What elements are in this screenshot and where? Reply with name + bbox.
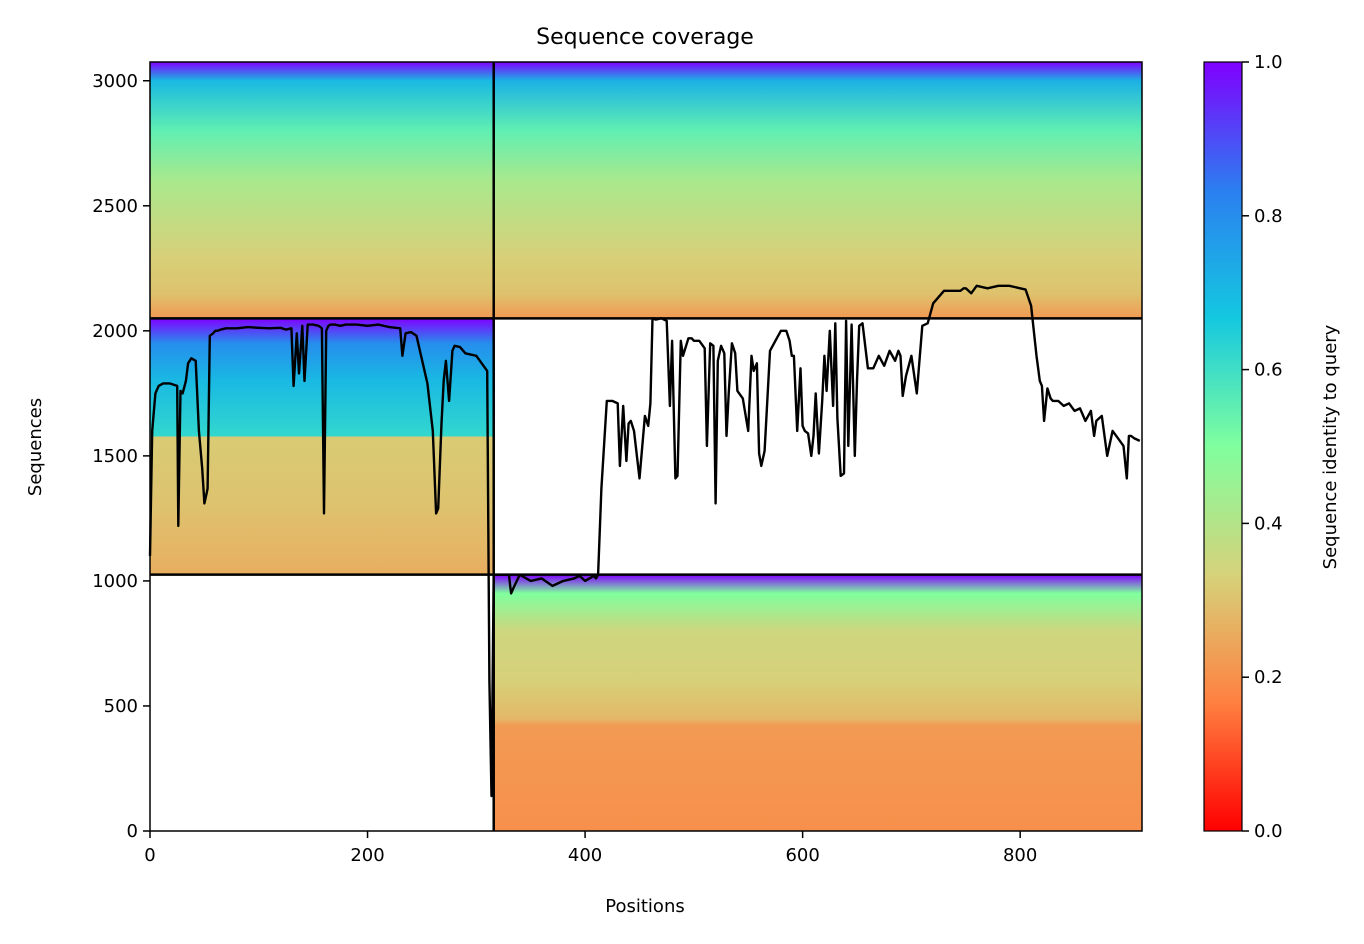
colorbar-tick-label: 0.6	[1254, 360, 1283, 381]
colorbar-tick-label: 0.0	[1254, 821, 1283, 842]
colorbar-label: Sequence identity to query	[1320, 324, 1341, 569]
y-tick-label: 2000	[92, 321, 138, 342]
x-axis-label: Positions	[605, 896, 684, 917]
colorbar: 0.0 0.2 0.4 0.6 0.8 1.0	[1203, 52, 1283, 842]
x-tick-label: 800	[1003, 845, 1037, 866]
y-tick-label: 500	[104, 696, 138, 717]
y-tick-label: 3000	[92, 71, 138, 92]
y-tick-label: 0	[127, 821, 138, 842]
x-tick-label: 200	[350, 845, 384, 866]
y-tick-label: 2500	[92, 196, 138, 217]
plot-area	[148, 61, 1143, 832]
heatmap-block	[493, 62, 1142, 319]
chart-title: Sequence coverage	[536, 25, 754, 50]
x-tick-label: 0	[144, 845, 155, 866]
x-axis-ticks: 0 200 400 600 800	[144, 831, 1037, 866]
colorbar-tick-label: 0.8	[1254, 206, 1283, 227]
heatmap-block	[150, 62, 494, 319]
y-tick-label: 1500	[92, 446, 138, 467]
colorbar-gradient	[1203, 61, 1243, 832]
colorbar-tick-label: 0.4	[1254, 513, 1283, 534]
colorbar-tick-label: 1.0	[1254, 52, 1283, 73]
y-axis-label: Sequences	[25, 398, 46, 496]
y-axis-ticks: 0 500 1000 1500 2000 2500 3000	[92, 71, 150, 842]
x-tick-label: 600	[785, 845, 819, 866]
y-tick-label: 1000	[92, 571, 138, 592]
colorbar-tick-label: 0.2	[1254, 667, 1283, 688]
heatmap-block	[493, 574, 1142, 831]
x-tick-label: 400	[568, 845, 602, 866]
plot-frame	[149, 61, 1143, 832]
coverage-trace	[148, 284, 1141, 798]
